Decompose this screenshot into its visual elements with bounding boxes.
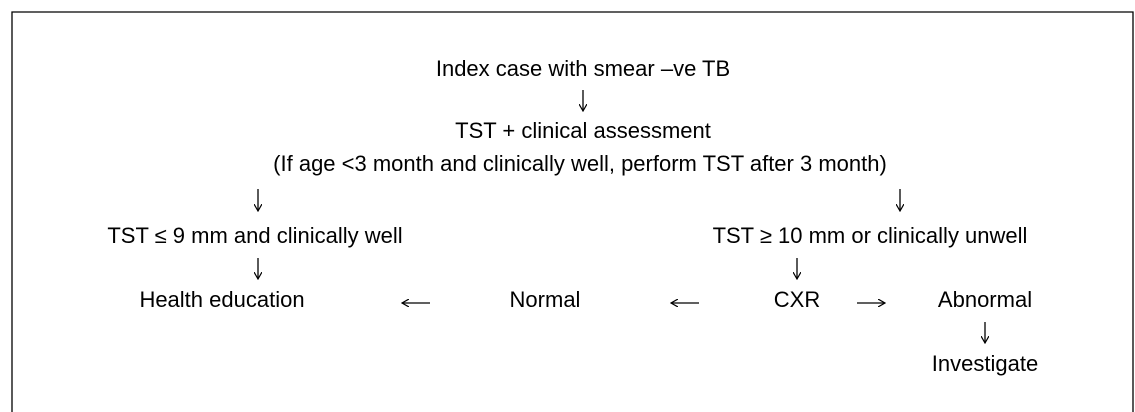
arrows [258,90,985,343]
node-label: Investigate [932,351,1038,376]
frame [11,11,1134,412]
node-label: (If age <3 month and clinically well, pe… [273,151,887,176]
node-label: Index case with smear –ve TB [436,56,730,81]
node-label: TST ≥ 10 mm or clinically unwell [713,223,1028,248]
node-label: TST + clinical assessment [455,118,711,143]
node-label: Abnormal [938,287,1032,312]
node-label: Normal [510,287,581,312]
node-label: CXR [774,287,820,312]
node-label: Health education [139,287,304,312]
node-label: TST ≤ 9 mm and clinically well [107,223,402,248]
